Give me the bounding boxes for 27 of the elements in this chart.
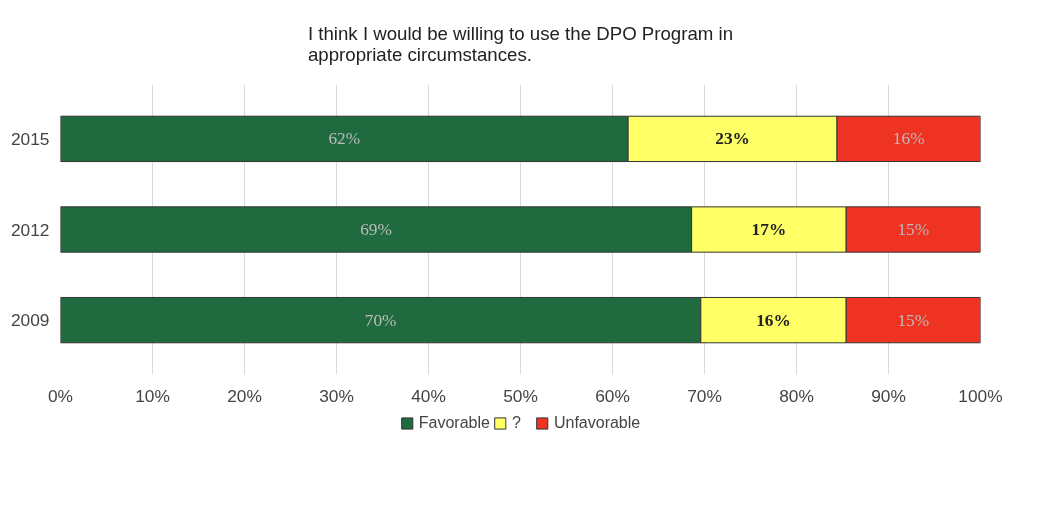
data-label: 62% [328, 129, 361, 149]
data-label: 15% [897, 310, 930, 330]
data-label: 17% [751, 220, 787, 239]
y-tick-label: 2009 [10, 310, 50, 331]
data-label: 69% [360, 220, 392, 239]
x-tick-label: 70% [687, 385, 722, 406]
y-tick-label: 2012 [10, 219, 50, 240]
data-label: 16% [756, 310, 791, 330]
data-label: 23% [715, 129, 750, 149]
legend-label: Unfavorable [553, 414, 641, 432]
x-tick-label: 40% [411, 385, 446, 406]
data-label: 70% [364, 310, 397, 330]
x-tick-label: 30% [319, 385, 354, 406]
data-label: 15% [897, 220, 930, 239]
x-tick-label: 90% [871, 385, 906, 406]
legend-label: Favorable [418, 414, 490, 432]
chart-title: I think I would be willing to use the DPO Program in appropriate circumstances. [307, 22, 734, 65]
y-tick-label: 2015 [10, 128, 50, 149]
data-label: 16% [892, 129, 925, 149]
x-tick-label: 60% [595, 385, 630, 406]
legend-label: ? [511, 414, 522, 432]
x-tick-label: 20% [227, 385, 262, 406]
x-tick-label: 50% [503, 385, 538, 406]
x-tick-label: 0% [47, 385, 74, 406]
x-tick-label: 80% [779, 385, 814, 406]
x-tick-label: 10% [135, 385, 170, 406]
x-tick-label: 100% [958, 385, 1003, 406]
